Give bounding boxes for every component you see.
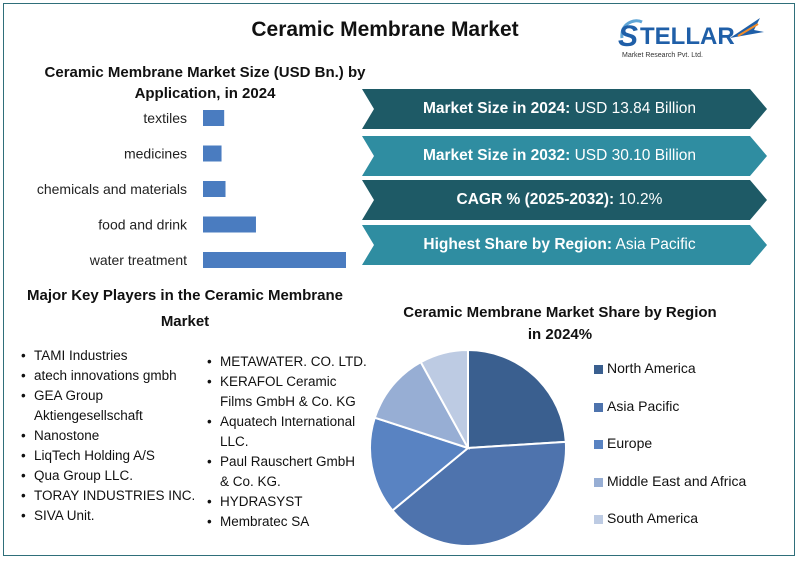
- bar: [203, 110, 225, 126]
- highlight-ribbon: Highest Share by Region: Asia Pacific: [362, 225, 767, 265]
- highlight-label: Highest Share by Region:: [423, 236, 613, 253]
- ribbon-arrow-shape: [362, 89, 767, 129]
- page-title: Ceramic Membrane Market: [251, 18, 519, 41]
- highlight-value: USD 30.10 Billion: [570, 147, 697, 164]
- player-item: TAMI Industries: [21, 346, 211, 366]
- player-item: METAWATER. CO. LTD.: [207, 352, 367, 372]
- player-item: TORAY INDUSTRIES INC.: [21, 486, 211, 506]
- logo-subtitle: Market Research Pvt. Ltd.: [622, 52, 703, 59]
- logo-arrow-icon: [730, 18, 764, 38]
- bar: [203, 216, 256, 233]
- ribbon-arrow-shape: [362, 180, 767, 220]
- highlight-ribbon: Market Size in 2032: USD 30.10 Billion: [362, 136, 767, 176]
- bar-category-label: medicines: [124, 146, 187, 162]
- bar-category-label: chemicals and materials: [37, 181, 187, 197]
- highlight-label: Market Size in 2024:: [422, 100, 571, 117]
- pie-legend: North America Asia Pacific Europe Middle Ea…: [590, 359, 790, 547]
- legend-item: South America: [590, 509, 790, 547]
- bar-category-label: water treatment: [89, 252, 187, 268]
- legend-item: Asia Pacific: [590, 397, 790, 435]
- player-item: Nanostone: [21, 426, 211, 446]
- bar: [203, 181, 226, 197]
- region-pie-chart: [369, 348, 567, 547]
- player-item: Aquatech International LLC.: [207, 412, 367, 452]
- player-item: HYDRASYST: [207, 492, 367, 512]
- logo-arrow-accent: [737, 23, 759, 37]
- legend-swatch: [594, 515, 603, 524]
- pie-slice: [391, 440, 567, 547]
- highlight-label: Market Size in 2032:: [422, 147, 571, 164]
- highlight-value: USD 13.84 Billion: [570, 100, 697, 117]
- player-item: GEA Group Aktiengesellschaft: [21, 386, 211, 426]
- pie-slice: [419, 348, 469, 449]
- player-item: Paul Rauschert GmbH & Co. KG.: [207, 452, 367, 492]
- legend-label: Middle East and Africa: [607, 472, 747, 489]
- players-title: Major Key Players in the Ceramic Membran…: [27, 287, 343, 330]
- stellar-logo: S TELLAR Market Research Pvt. Ltd.: [618, 18, 764, 59]
- player-item: LiqTech Holding A/S: [21, 446, 211, 466]
- highlight-ribbon: CAGR % (2025-2032): 10.2%: [362, 180, 767, 220]
- ribbon-arrow-shape: [362, 225, 767, 265]
- legend-label: Europe: [607, 435, 653, 451]
- legend-item: Europe: [590, 434, 790, 472]
- legend-swatch: [594, 365, 603, 374]
- ribbon-arrow-shape: [362, 136, 767, 176]
- pie-slice: [467, 348, 567, 450]
- highlight-text: Highest Share by Region: Asia Pacific: [362, 225, 757, 265]
- legend-swatch: [594, 440, 603, 449]
- highlight-ribbon: Market Size in 2024: USD 13.84 Billion: [362, 89, 767, 129]
- bar-category-label: textiles: [143, 110, 187, 126]
- player-item: Membratec SA: [207, 512, 367, 532]
- legend-label: Asia Pacific: [607, 397, 680, 414]
- highlight-value: Asia Pacific: [612, 236, 696, 253]
- application-bar-chart: textiles medicines chemicals and materials…: [37, 110, 346, 268]
- pie-slice: [373, 360, 471, 450]
- players-list-left: TAMI Industriesatech innovations gmbhGEA…: [21, 346, 211, 526]
- legend-item: Middle East and Africa: [590, 472, 790, 510]
- legend-swatch: [594, 477, 603, 487]
- bar-category-label: food and drink: [98, 217, 188, 233]
- highlight-text: Market Size in 2032: USD 30.10 Billion: [362, 136, 757, 176]
- player-item: Qua Group LLC.: [21, 466, 211, 486]
- logo-text: TELLAR: [640, 23, 735, 50]
- player-item: KERAFOL Ceramic Films GmbH & Co. KG: [207, 372, 367, 412]
- players-list-right: METAWATER. CO. LTD.KERAFOL Ceramic Films…: [207, 352, 367, 532]
- highlight-text: Market Size in 2024: USD 13.84 Billion: [362, 89, 757, 129]
- legend-label: South America: [607, 510, 699, 526]
- legend-label: North America: [607, 360, 696, 376]
- highlight-label: CAGR % (2025-2032):: [456, 191, 615, 208]
- bar: [203, 145, 222, 162]
- bar-chart-title: Ceramic Membrane Market Size (USD Bn.) b…: [44, 64, 366, 102]
- highlight-text: CAGR % (2025-2032): 10.2%: [362, 180, 757, 220]
- pie-chart-title: Ceramic Membrane Market Share by Region …: [403, 304, 717, 343]
- legend-item: North America: [590, 359, 790, 397]
- legend-swatch: [594, 402, 603, 412]
- player-item: atech innovations gmbh: [21, 366, 211, 386]
- player-item: SIVA Unit.: [21, 506, 211, 526]
- highlight-value: 10.2%: [614, 191, 663, 208]
- bar: [203, 252, 346, 268]
- logo-letter-s: S: [618, 20, 638, 53]
- logo-swoosh-icon: [620, 19, 643, 39]
